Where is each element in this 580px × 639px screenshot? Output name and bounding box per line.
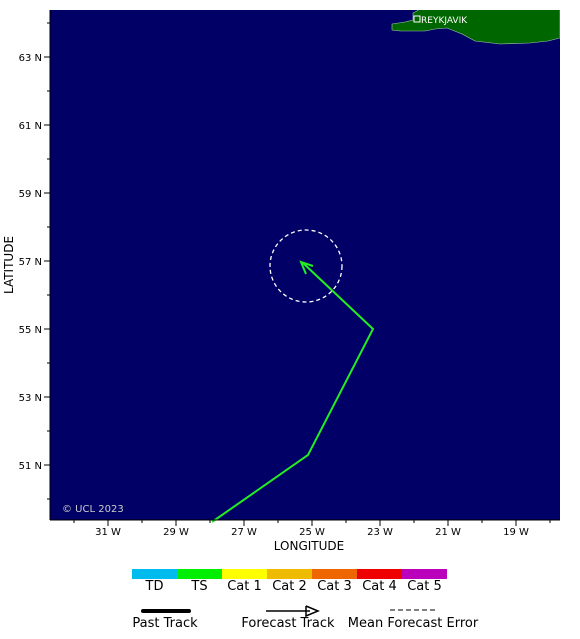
legend-swatch [132, 569, 177, 579]
legend-swatch [222, 569, 267, 579]
y-axis-title: LATITUDE [2, 236, 16, 294]
lat-tick-label: 63 N [19, 53, 42, 64]
mean-error-label: Mean Forecast Error [347, 616, 479, 631]
lon-tick-label: 19 W [503, 527, 529, 538]
longitude-ticks: 31 W 29 W 27 W 25 W 23 W 21 W 19 W [73, 520, 551, 538]
city-label: REYKJAVIK [421, 16, 468, 26]
legend-category-label: Cat 1 [227, 579, 262, 594]
legend-swatch [177, 569, 222, 579]
legend-category-label: Cat 4 [362, 579, 397, 594]
forecast-track-label: Forecast Track [241, 616, 335, 631]
latitude-ticks: 63 N 61 N 59 N 57 N 55 N 53 N 51 N [19, 22, 50, 500]
lat-tick-label: 57 N [19, 257, 42, 268]
legend-category-label: Cat 2 [272, 579, 307, 594]
legend-category-label: Cat 3 [317, 579, 352, 594]
forecast-track-sample-arrow [305, 605, 320, 618]
iceland-coast [391, 10, 560, 45]
lon-tick-label: 29 W [163, 527, 189, 538]
lon-tick-label: 21 W [435, 527, 461, 538]
lat-tick-label: 55 N [19, 325, 42, 336]
past-track-label: Past Track [132, 616, 198, 631]
plot-frame [49, 10, 560, 521]
lon-tick-label: 31 W [95, 527, 121, 538]
lon-tick-label: 23 W [367, 527, 393, 538]
city-marker [413, 15, 421, 23]
forecast-track-arrowhead [299, 260, 314, 275]
forecast-track-line [211, 262, 375, 523]
intensity-color-bar [132, 569, 447, 579]
legend-swatch [312, 569, 357, 579]
lat-tick-label: 61 N [19, 121, 42, 132]
legend-category-label: Cat 5 [407, 579, 442, 594]
lat-tick-label: 59 N [19, 189, 42, 200]
legend-swatch [267, 569, 312, 579]
lon-tick-label: 25 W [299, 527, 325, 538]
legend-category-label: TS [191, 579, 208, 594]
lat-tick-label: 51 N [19, 461, 42, 472]
x-axis-title: LONGITUDE [274, 539, 344, 553]
lat-tick-label: 53 N [19, 393, 42, 404]
legend-swatch [357, 569, 402, 579]
legend-category-label: TD [145, 579, 164, 594]
forecast-error-circle [269, 229, 343, 303]
legend-swatch [402, 569, 447, 579]
lon-tick-label: 27 W [231, 527, 257, 538]
copyright-text: © UCL 2023 [62, 504, 124, 515]
